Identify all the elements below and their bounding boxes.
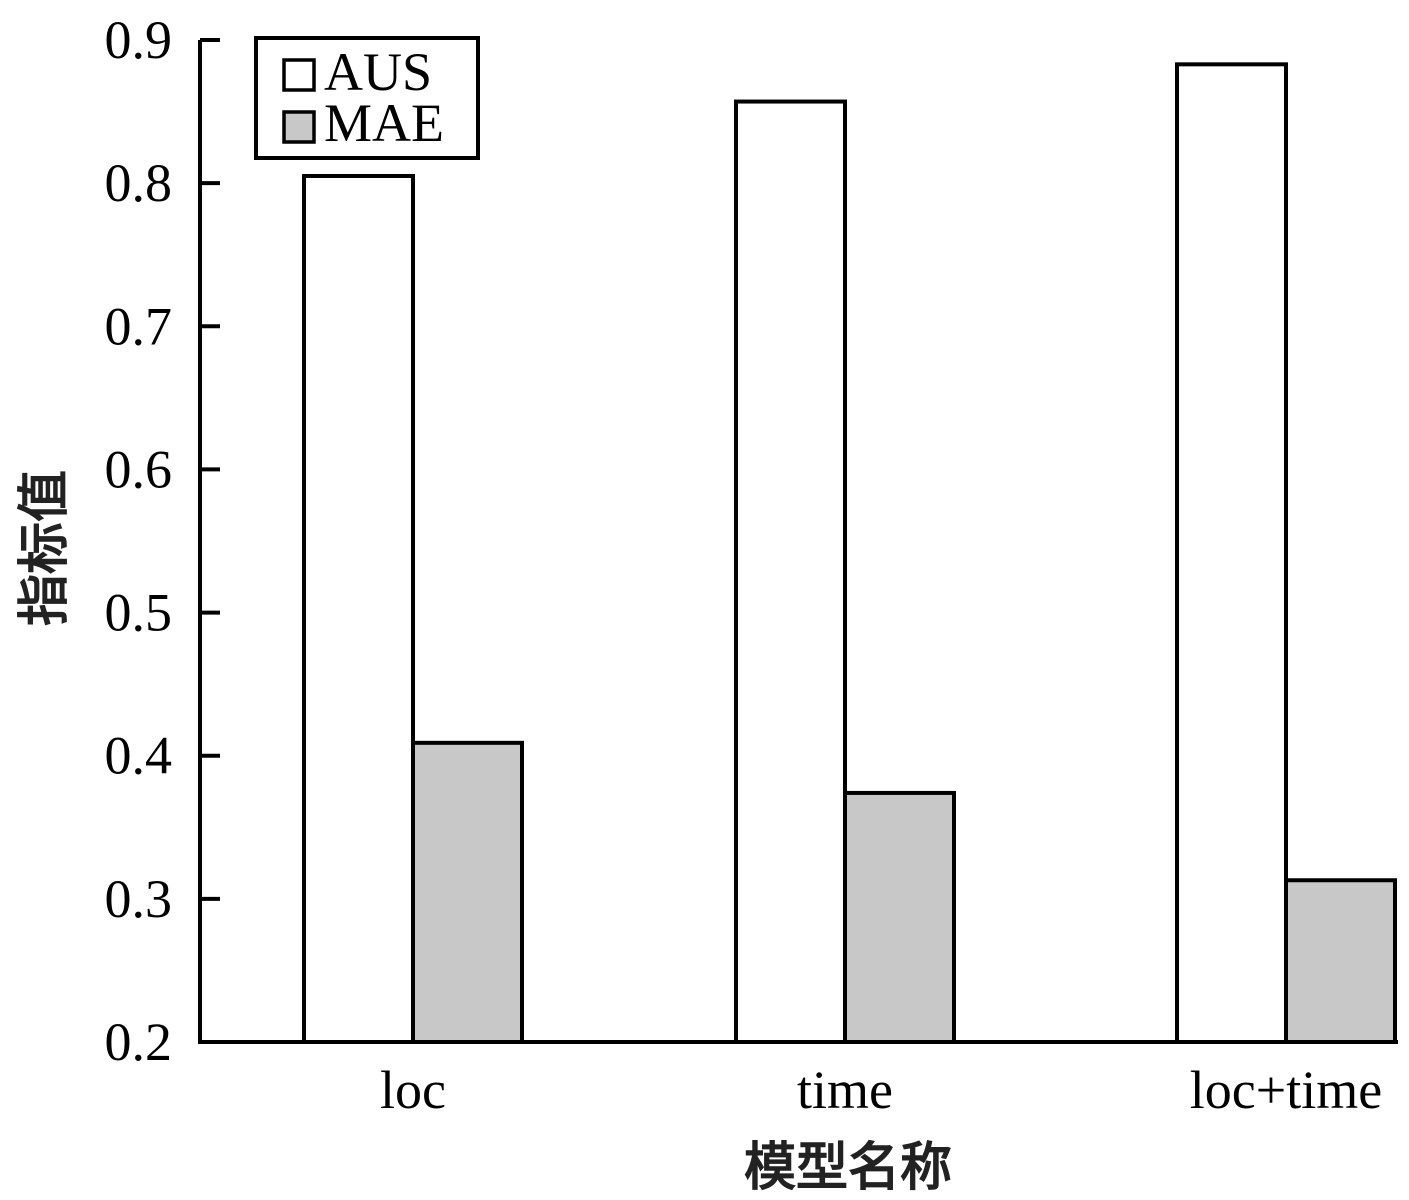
axes-group: [198, 40, 1398, 1044]
y-tick-label: 0.5: [105, 583, 173, 643]
legend-swatch-aus: [282, 58, 316, 92]
y-tick-label: 0.6: [105, 439, 173, 499]
x-labels-group: loc time loc+time: [380, 1060, 1382, 1120]
y-ticks-group: 0.2 0.3 0.4 0.5 0.6 0.7 0.8 0.9: [105, 10, 220, 1072]
bars-group: [302, 62, 1397, 1045]
y-tick-label: 0.3: [105, 869, 173, 929]
x-tick-label: time: [797, 1060, 893, 1120]
legend-label-aus: AUS: [324, 42, 432, 102]
legend-label-mae: MAE: [324, 93, 444, 153]
bar-mae-loc-plus-time: [1284, 878, 1397, 1045]
x-tick-label: loc+time: [1190, 1060, 1382, 1120]
x-tick-label: loc: [380, 1060, 446, 1120]
y-tick-label: 0.4: [105, 726, 173, 786]
x-axis-title: 模型名称: [744, 1138, 952, 1198]
legend-box: [254, 36, 480, 160]
y-tick-label: 0.2: [105, 1012, 173, 1072]
y-tick-label: 0.8: [105, 153, 173, 213]
legend: AUS MAE: [254, 36, 480, 160]
y-tick-label: 0.7: [105, 296, 173, 356]
y-tick-label: 0.9: [105, 10, 173, 70]
bar-mae-time: [843, 790, 956, 1045]
bar-aus-time: [734, 99, 847, 1044]
bar-aus-loc-plus-time: [1175, 62, 1288, 1044]
y-axis-title: 指标值: [15, 470, 75, 626]
bar-aus-loc: [302, 173, 415, 1044]
legend-swatch-mae: [282, 110, 316, 144]
bar-mae-loc: [411, 740, 524, 1044]
